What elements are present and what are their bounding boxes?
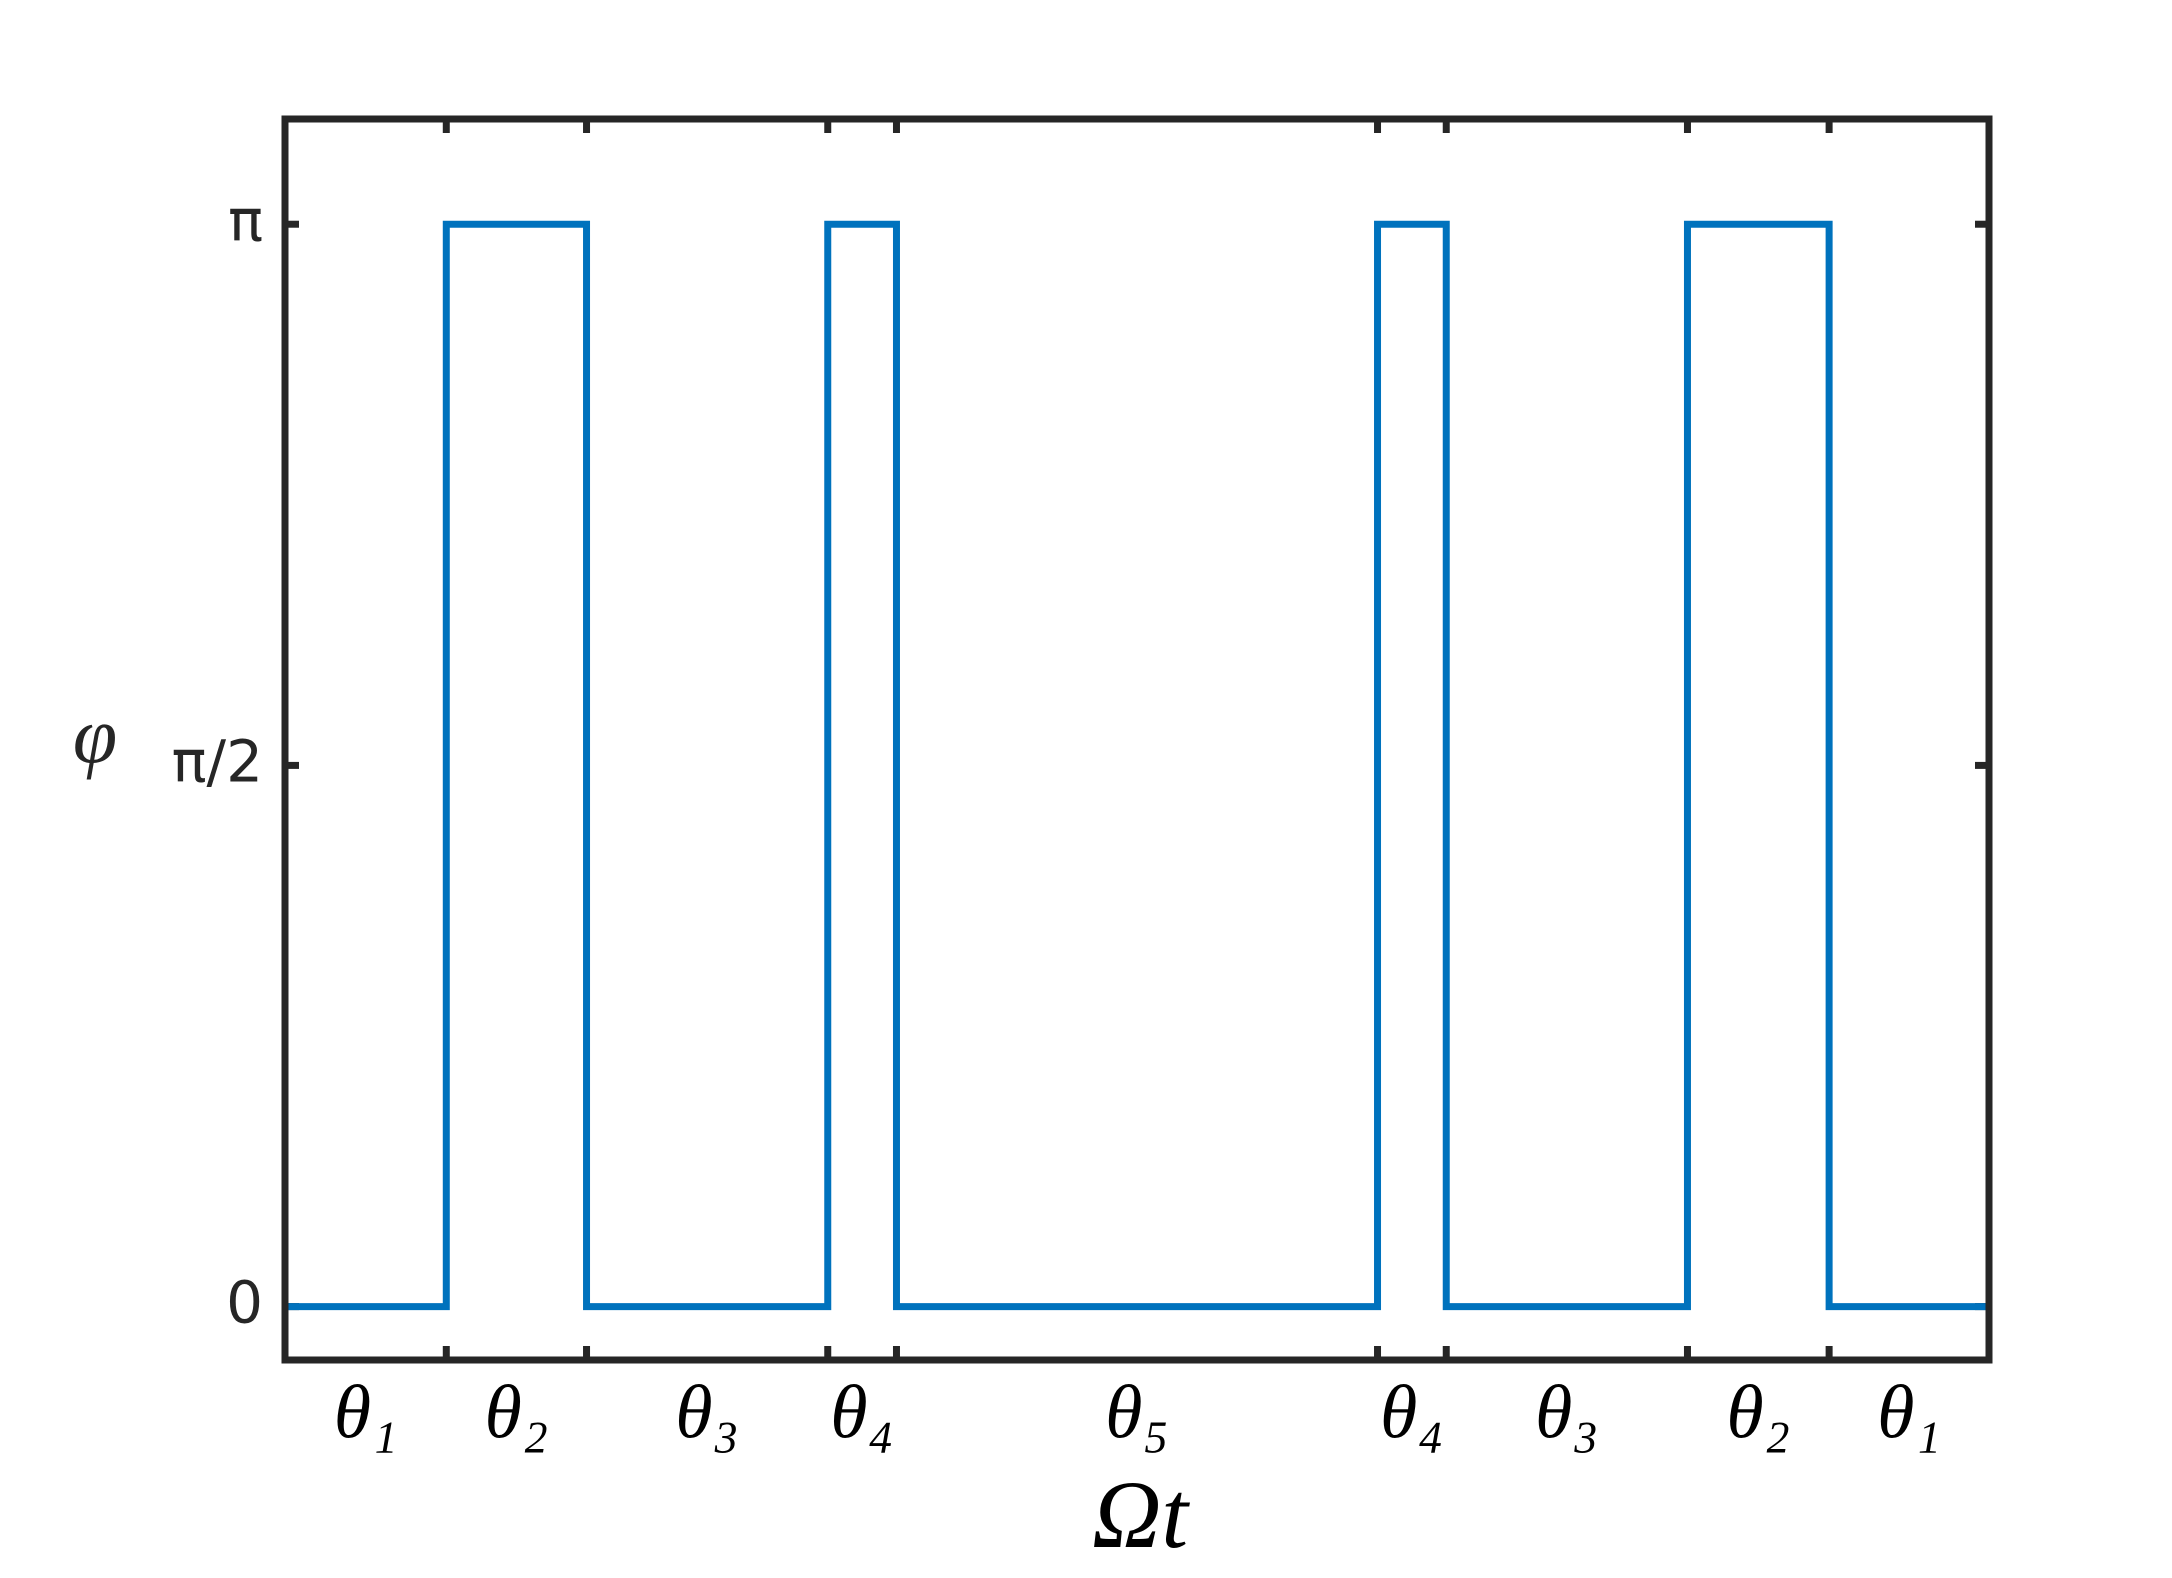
- interval-label: θ₁: [334, 1370, 398, 1454]
- y-tick-label: π: [228, 186, 263, 254]
- interval-label: θ₃: [1535, 1370, 1599, 1454]
- y-tick-label: π/2: [172, 728, 263, 796]
- interval-label: θ₄: [1380, 1370, 1444, 1454]
- x-axis-label: Ωt: [1092, 1461, 1190, 1568]
- interval-label: θ₂: [485, 1370, 549, 1454]
- interval-label: θ₂: [1726, 1370, 1790, 1454]
- data-line: [285, 220, 1989, 1311]
- y-axis-label: φ: [73, 692, 117, 780]
- interval-label: θ₅: [1105, 1370, 1169, 1454]
- interval-label: θ₃: [675, 1370, 739, 1454]
- y-tick-label: 0: [226, 1269, 263, 1337]
- plot-frame: [281, 115, 1993, 1364]
- interval-label: θ₁: [1877, 1370, 1941, 1454]
- interval-label: θ₄: [830, 1370, 894, 1454]
